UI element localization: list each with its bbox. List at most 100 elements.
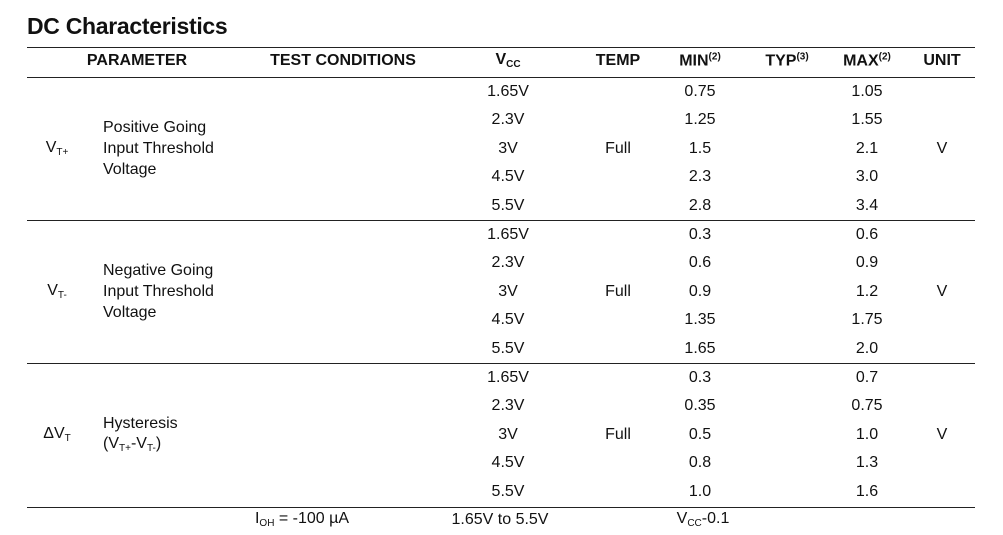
column-header: TEST CONDITIONS bbox=[270, 53, 416, 69]
max: 1.55 bbox=[851, 111, 883, 129]
parameter-description: Positive Going bbox=[103, 119, 206, 136]
parameter-description: Hysteresis bbox=[103, 416, 178, 432]
column-header: TEMP bbox=[596, 53, 640, 69]
rule bbox=[27, 220, 975, 221]
temp: Full bbox=[605, 425, 631, 443]
max: 2.1 bbox=[855, 139, 879, 157]
column-header: UNIT bbox=[923, 53, 960, 69]
vcc: 1.65V bbox=[487, 368, 529, 386]
max: 0.9 bbox=[855, 254, 879, 272]
min: 1.25 bbox=[684, 111, 716, 129]
max: 1.05 bbox=[851, 82, 883, 100]
supscript: (2) bbox=[878, 51, 891, 63]
rule bbox=[27, 363, 975, 364]
min: 2.3 bbox=[688, 168, 712, 186]
text-run: V bbox=[45, 138, 57, 156]
temp: Full bbox=[605, 282, 631, 300]
unit: V bbox=[936, 282, 948, 300]
vcc: 4.5V bbox=[491, 168, 525, 186]
text-run: PARAMETER bbox=[86, 52, 188, 69]
min: 1.0 bbox=[688, 482, 712, 500]
supscript: (3) bbox=[796, 51, 809, 63]
min: VCC-0.1 bbox=[677, 511, 730, 529]
parameter-description: (VT+-VT-) bbox=[103, 436, 161, 454]
text-run: V bbox=[47, 281, 58, 299]
parameter-description: Negative Going bbox=[103, 261, 214, 279]
text-run: = -100 µA bbox=[274, 510, 350, 527]
vcc: 4.5V bbox=[491, 454, 525, 472]
vcc: 5.5V bbox=[491, 339, 525, 357]
min: 0.8 bbox=[688, 454, 712, 472]
vcc: 3V bbox=[498, 139, 518, 157]
max: 0.75 bbox=[851, 397, 883, 415]
min: 1.35 bbox=[684, 311, 716, 329]
vcc: 4.5V bbox=[491, 311, 525, 329]
text-run: V bbox=[495, 51, 507, 68]
subscript: CC bbox=[687, 518, 702, 529]
subscript: T bbox=[64, 432, 71, 444]
parameter-symbol: VT+ bbox=[45, 138, 69, 158]
vcc: 1.65V bbox=[487, 82, 529, 100]
text-run: Voltage bbox=[103, 160, 157, 178]
min: 1.65 bbox=[684, 339, 716, 357]
min: 0.35 bbox=[684, 397, 716, 415]
vcc: 2.3V bbox=[491, 111, 525, 129]
vcc: 3V bbox=[498, 425, 518, 443]
max: 3.0 bbox=[855, 168, 879, 186]
subscript: T- bbox=[57, 289, 67, 301]
min: 0.3 bbox=[688, 368, 712, 386]
text-run: Voltage bbox=[103, 303, 157, 321]
supscript: (2) bbox=[708, 51, 721, 63]
max: 1.75 bbox=[851, 311, 883, 329]
max: 1.2 bbox=[855, 282, 879, 300]
text-run: Negative Going bbox=[103, 261, 214, 279]
min: 0.6 bbox=[688, 254, 712, 272]
vcc: 1.65V bbox=[487, 225, 529, 243]
max: 1.0 bbox=[855, 425, 879, 443]
parameter-description: Voltage bbox=[103, 160, 157, 178]
min: 0.5 bbox=[688, 425, 712, 443]
parameter-symbol: VT- bbox=[47, 281, 67, 301]
column-header: MAX(2) bbox=[843, 51, 891, 70]
test-conditions: IOH = -100 µA bbox=[255, 511, 349, 529]
text-run: -0.1 bbox=[701, 510, 730, 527]
column-header: TYP(3) bbox=[765, 51, 809, 70]
text-run: Input Threshold bbox=[103, 282, 214, 300]
rule bbox=[27, 77, 975, 78]
title: DC Characteristics bbox=[27, 13, 228, 39]
text-run: ΔV bbox=[43, 424, 65, 442]
vcc: 2.3V bbox=[491, 397, 525, 415]
min: 2.8 bbox=[688, 196, 712, 214]
text-run: TEST CONDITIONS bbox=[270, 52, 416, 69]
text-run: ) bbox=[155, 435, 162, 452]
text-run: (V bbox=[103, 435, 119, 452]
subscript: T+ bbox=[119, 443, 131, 454]
vcc: 5.5V bbox=[491, 196, 525, 214]
subscript: T+ bbox=[56, 146, 69, 158]
vcc: 5.5V bbox=[491, 482, 525, 500]
subscript: CC bbox=[506, 59, 521, 70]
subscript: T- bbox=[146, 443, 156, 454]
min: 0.3 bbox=[688, 225, 712, 243]
parameter-symbol: ΔVT bbox=[43, 424, 71, 444]
column-header: MIN(2) bbox=[679, 51, 721, 70]
text-run: MAX bbox=[843, 52, 879, 70]
parameter-description: Input Threshold bbox=[103, 282, 214, 300]
unit: V bbox=[936, 139, 948, 157]
min: 0.75 bbox=[684, 82, 716, 100]
column-header: PARAMETER bbox=[87, 53, 187, 69]
max: 1.3 bbox=[855, 454, 879, 472]
text-run: V bbox=[676, 510, 688, 527]
vcc: 2.3V bbox=[491, 254, 525, 272]
max: 3.4 bbox=[855, 196, 879, 214]
text-run: I bbox=[254, 510, 260, 527]
parameter-description: Voltage bbox=[103, 303, 157, 321]
max: 0.6 bbox=[855, 225, 879, 243]
text-run: UNIT bbox=[923, 52, 961, 69]
vcc: 3V bbox=[498, 282, 518, 300]
max: 1.6 bbox=[855, 482, 879, 500]
text-run: Hysteresis bbox=[103, 415, 178, 432]
max: 0.7 bbox=[855, 368, 879, 386]
subscript: OH bbox=[259, 518, 275, 529]
